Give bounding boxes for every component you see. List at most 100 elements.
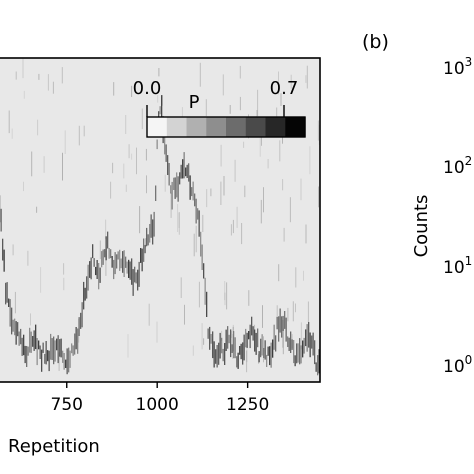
noise-streak xyxy=(309,146,311,175)
trace-segment xyxy=(215,349,217,364)
trace-segment xyxy=(57,335,59,364)
trace-segment xyxy=(24,345,26,364)
trace-segment xyxy=(0,208,2,232)
trace-segment xyxy=(69,350,71,368)
trace-segment xyxy=(33,330,35,351)
heatmap-panel: 750 1000 1250 Repetition 0.0 0.7 P xyxy=(0,57,321,457)
noise-streak xyxy=(199,62,201,87)
colorbar-cell xyxy=(206,117,227,137)
trace-segment xyxy=(114,252,116,275)
noise-streak xyxy=(300,178,302,201)
trace-segment xyxy=(317,355,319,376)
trace-segment xyxy=(143,238,145,262)
trace-segment xyxy=(137,269,139,291)
trace-segment xyxy=(146,227,148,247)
noise-streak xyxy=(224,292,226,306)
trace-segment xyxy=(288,337,290,351)
trace-segment xyxy=(159,106,161,115)
trace-segment xyxy=(135,272,137,284)
trace-segment xyxy=(119,249,121,271)
trace-segment xyxy=(86,276,88,299)
noise-streak xyxy=(156,321,158,343)
noise-streak xyxy=(230,224,232,236)
trace-segment xyxy=(80,312,82,329)
trace-segment xyxy=(35,324,37,350)
trace-segment xyxy=(260,338,262,358)
noise-streak xyxy=(205,99,207,117)
trace-segment xyxy=(42,342,44,353)
trace-segment xyxy=(132,269,134,296)
trace-segment xyxy=(8,298,10,307)
noise-streak xyxy=(246,350,248,373)
trace-segment xyxy=(108,248,110,259)
noise-streak xyxy=(178,212,180,235)
trace-segment xyxy=(218,342,220,365)
y-tick-label: 100 xyxy=(443,353,472,377)
trace-segment xyxy=(30,331,32,353)
noise-streak xyxy=(201,323,203,350)
trace-segment xyxy=(161,95,163,123)
noise-streak xyxy=(203,338,205,345)
noise-streak xyxy=(202,214,204,232)
colorbar-cell xyxy=(285,117,306,137)
noise-streak xyxy=(243,141,245,148)
trace-segment xyxy=(278,316,280,342)
trace-segment xyxy=(296,343,298,364)
trace-segment xyxy=(138,261,140,287)
noise-streak xyxy=(229,105,231,114)
trace-segment xyxy=(216,345,218,368)
noise-streak xyxy=(63,263,65,275)
y-tick-label: 102 xyxy=(443,154,472,178)
trace-segment xyxy=(5,282,7,305)
noise-streak xyxy=(282,179,284,191)
noise-streak xyxy=(113,82,115,96)
trace-segment xyxy=(156,139,158,150)
x-tick-label: 1250 xyxy=(226,395,269,415)
noise-streak xyxy=(58,352,60,371)
trace-segment xyxy=(186,164,188,178)
trace-segment xyxy=(231,344,233,353)
trace-segment xyxy=(234,337,236,359)
noise-streak xyxy=(279,140,281,162)
trace-segment xyxy=(266,354,268,367)
noise-streak xyxy=(131,153,133,160)
noise-streak xyxy=(300,322,302,350)
noise-streak xyxy=(11,128,13,139)
noise-streak xyxy=(224,281,226,301)
noise-streak xyxy=(43,156,45,173)
noise-streak xyxy=(267,159,269,169)
trace-segment xyxy=(194,193,196,207)
trace-segment xyxy=(38,340,40,350)
trace-segment xyxy=(48,350,50,372)
noise-streak xyxy=(290,74,292,89)
colorbar-cell xyxy=(186,117,207,137)
trace-segment xyxy=(188,163,190,182)
trace-segment xyxy=(71,343,73,354)
noise-streak xyxy=(206,189,208,208)
noise-streak xyxy=(128,144,130,159)
colorbar-cell xyxy=(166,117,188,137)
trace-segment xyxy=(213,341,215,368)
trace-segment xyxy=(276,316,278,330)
trace-segment xyxy=(279,308,281,333)
y-tick-label: 103 xyxy=(443,55,472,79)
noise-streak xyxy=(31,151,33,177)
colorbar-cells xyxy=(147,117,306,137)
trace-segment xyxy=(222,348,224,362)
trace-segment xyxy=(318,349,320,374)
noise-streak xyxy=(22,58,24,79)
trace-segment xyxy=(120,258,122,269)
noise-streak xyxy=(210,188,212,197)
trace-segment xyxy=(3,249,5,272)
noise-streak xyxy=(263,187,264,213)
trace-segment xyxy=(165,144,167,162)
trace-segment xyxy=(255,332,257,355)
trace-segment xyxy=(59,339,61,357)
noise-streak xyxy=(99,240,101,260)
trace-segment xyxy=(65,359,67,368)
noise-streak xyxy=(241,223,243,245)
noise-streak xyxy=(260,199,262,224)
y-axis-label: Counts xyxy=(411,195,432,258)
trace-segment xyxy=(125,256,127,268)
noise-streak xyxy=(263,336,264,363)
